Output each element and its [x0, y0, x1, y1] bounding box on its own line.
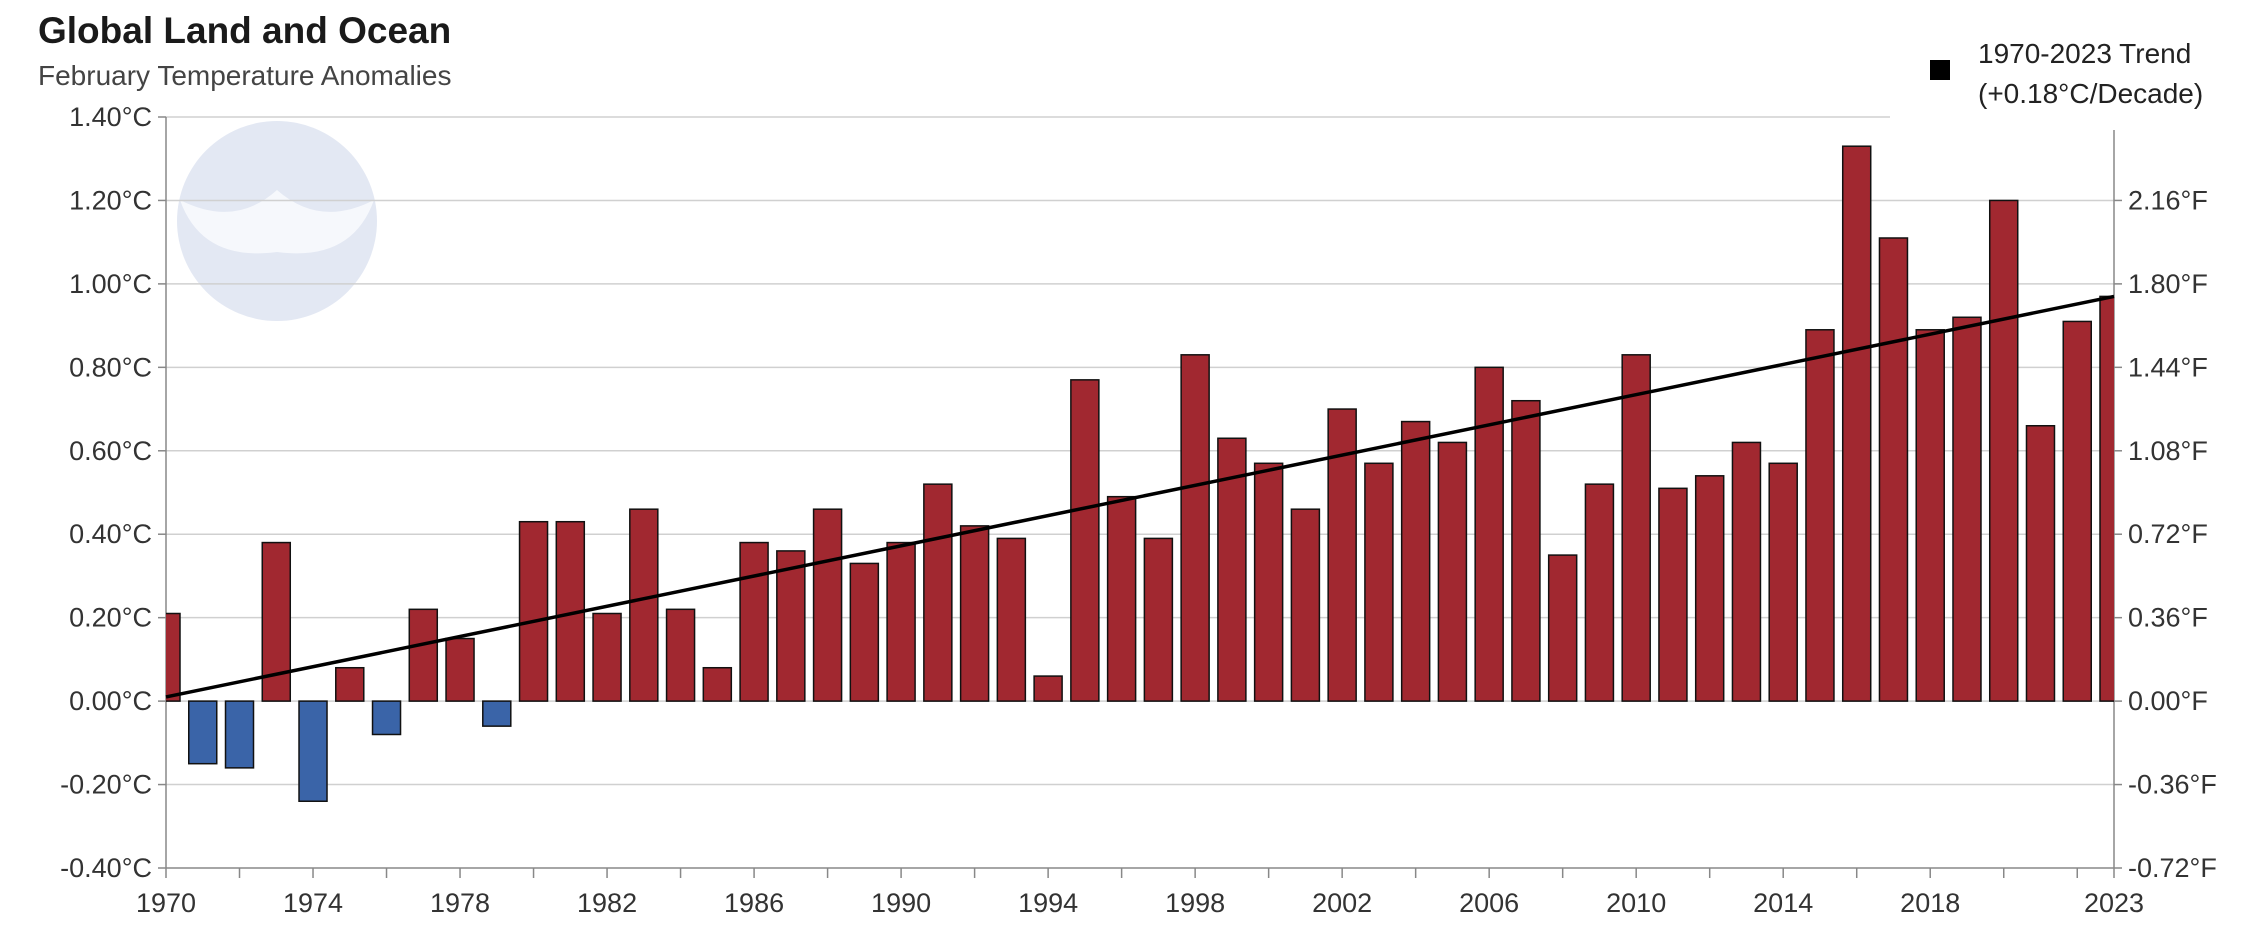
x-tick-label: 2010	[1606, 888, 1666, 918]
bar-1980	[518, 520, 549, 702]
bar-2012	[1694, 475, 1725, 702]
bar-2022	[2062, 320, 2092, 702]
bar-2020	[1988, 199, 2019, 702]
bar-1971	[188, 700, 218, 765]
legend-label-line1: 1970-2023 Trend	[1978, 38, 2192, 69]
x-tick-label: 2023	[2084, 888, 2144, 918]
bar-1970	[166, 612, 181, 702]
y-tick-label: 1.00°C	[69, 269, 152, 299]
y-tick-label: 0.00°C	[69, 686, 152, 716]
bar-2004	[1400, 420, 1431, 702]
bar-2017	[1878, 237, 1909, 702]
bar-1972	[224, 700, 255, 769]
y-tick-label: -0.20°C	[60, 770, 152, 800]
x-tick-label: 2002	[1312, 888, 1372, 918]
bar-1977	[408, 608, 439, 702]
legend: 1970-2023 Trend (+0.18°C/Decade)	[1930, 34, 2203, 114]
y-tick-label: 1.20°C	[69, 185, 152, 215]
bar-2003	[1364, 462, 1394, 702]
bar-2009	[1584, 483, 1615, 702]
bar-1979	[482, 700, 512, 727]
bar-2006	[1474, 366, 1504, 702]
bar-2011	[1658, 487, 1688, 702]
bar-1999	[1217, 437, 1247, 702]
bar-2023	[2099, 295, 2114, 702]
bar-1994	[1033, 675, 1063, 702]
bar-1993	[996, 537, 1027, 702]
bar-2019	[1952, 316, 1982, 702]
bar-1985	[702, 666, 733, 702]
bar-1995	[1070, 379, 1100, 702]
emblem-bird-icon	[180, 190, 374, 254]
bar-1982	[592, 612, 622, 702]
bar-2007	[1511, 399, 1541, 702]
legend-swatch-trend	[1930, 60, 1950, 80]
bar-1998	[1180, 354, 1210, 702]
bar-1983	[629, 508, 659, 702]
bar-1989	[849, 562, 880, 702]
bar-2001	[1290, 508, 1321, 702]
y-tick-label: -0.40°C	[60, 853, 152, 883]
x-tick-label: 2018	[1900, 888, 1960, 918]
x-tick-label: 1978	[430, 888, 490, 918]
y-right-tick-label: 1.80°F	[2128, 269, 2208, 299]
x-tick-label: 2014	[1753, 888, 1813, 918]
bar-2010	[1621, 354, 1651, 702]
y-right-tick-label: 1.44°F	[2128, 352, 2208, 382]
bar-1978	[445, 637, 475, 702]
x-tick-label: 1990	[871, 888, 931, 918]
x-tick-label: 1998	[1165, 888, 1225, 918]
legend-label: 1970-2023 Trend (+0.18°C/Decade)	[1978, 34, 2203, 114]
bar-1984	[665, 608, 696, 702]
legend-label-line2: (+0.18°C/Decade)	[1978, 78, 2204, 109]
bar-2015	[1805, 329, 1835, 702]
x-tick-label: 1970	[136, 888, 196, 918]
y-right-tick-label: -0.72°F	[2128, 853, 2217, 883]
y-right-tick-label: 2.16°F	[2128, 185, 2208, 215]
bar-2013	[1731, 441, 1762, 702]
y-right-tick-label: 0.72°F	[2128, 519, 2208, 549]
bar-1974	[298, 700, 328, 802]
bar-2014	[1768, 462, 1798, 702]
y-tick-label: 0.40°C	[69, 519, 152, 549]
y-right-tick-label: 0.36°F	[2128, 603, 2208, 633]
bar-2018	[1915, 329, 1945, 702]
x-tick-label: 2006	[1459, 888, 1519, 918]
x-tick-label: 1974	[283, 888, 343, 918]
trend-line	[165, 294, 2115, 699]
bar-1996	[1106, 495, 1137, 702]
bar-2016	[1841, 145, 1872, 702]
x-tick-label: 1986	[724, 888, 784, 918]
y-right-tick-label: 1.08°F	[2128, 436, 2208, 466]
x-tick-label: 1994	[1018, 888, 1078, 918]
y-right-tick-label: 0.00°F	[2128, 686, 2208, 716]
y-tick-label: 0.60°C	[69, 436, 152, 466]
bar-2000	[1253, 462, 1284, 702]
x-tick-label: 1982	[577, 888, 637, 918]
bar-1987	[776, 550, 806, 702]
bar-2008	[1547, 554, 1578, 702]
bar-1986	[739, 541, 769, 702]
chart-title: Global Land and Ocean	[38, 10, 452, 51]
bar-1988	[812, 508, 843, 702]
bar-2021	[2025, 424, 2056, 702]
bar-1992	[959, 525, 990, 702]
y-tick-label: 1.40°C	[69, 102, 152, 132]
y-right-tick-label: -0.36°F	[2128, 770, 2217, 800]
bar-1990	[886, 541, 916, 702]
y-tick-label: 0.20°C	[69, 603, 152, 633]
bar-1976	[371, 700, 402, 736]
bar-1975	[335, 666, 365, 702]
bar-1997	[1143, 537, 1174, 702]
chart-subtitle: February Temperature Anomalies	[38, 60, 452, 91]
bar-1991	[923, 483, 953, 702]
y-tick-label: 0.80°C	[69, 352, 152, 382]
bar-2005	[1437, 441, 1468, 702]
